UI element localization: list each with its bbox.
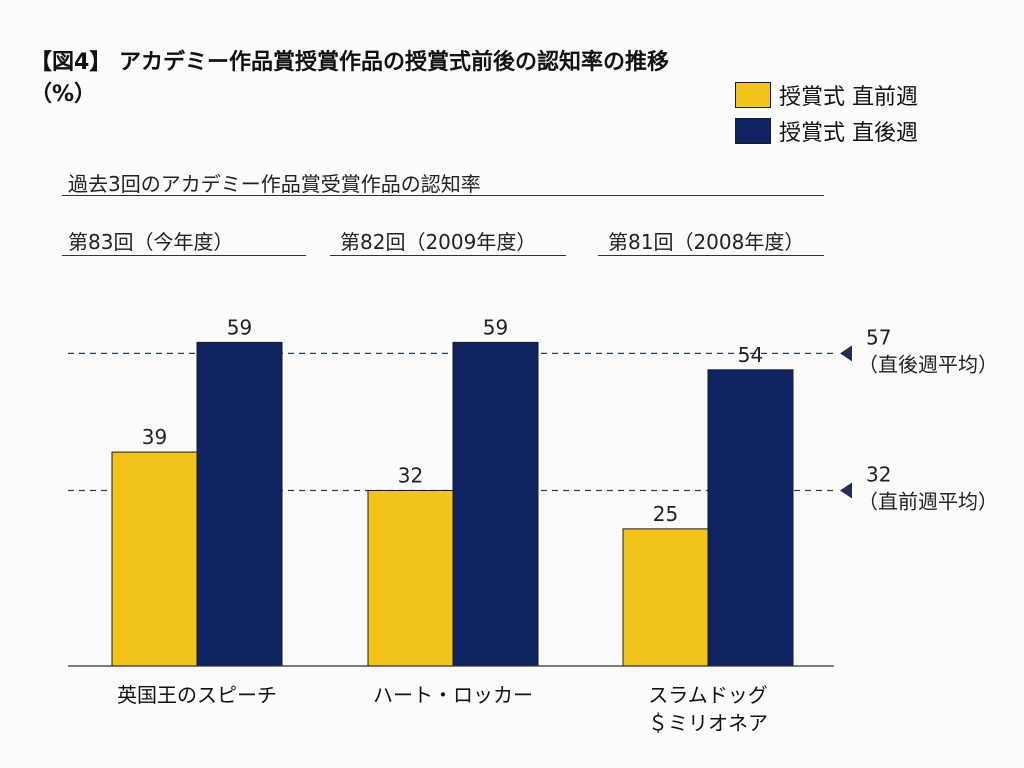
chart-title: 【図4】 アカデミー作品賞授賞作品の授賞式前後の認知率の推移 [30, 50, 669, 75]
chart-subtitle: 過去3回のアカデミー作品賞受賞作品の認知率 [68, 172, 481, 196]
bar-1-2 [707, 369, 794, 667]
data-label-0-2: 25 [653, 502, 678, 526]
reference-marker-0 [840, 345, 852, 362]
edition-label-81: 第81回（2008年度） [608, 230, 805, 254]
data-label-1-0: 59 [227, 315, 252, 339]
legend-swatch-after [735, 118, 771, 144]
category-label-0-0: 英国王のスピーチ [117, 683, 277, 707]
category-label-2-0: スラムドッグ [648, 683, 767, 707]
edition-label-83: 第83回（今年度） [68, 230, 234, 254]
legend-label-before: 授賞式 直前週 [779, 85, 918, 110]
edition-divider-83 [62, 255, 306, 256]
bar-1-0 [196, 341, 283, 667]
reference-label-1: （直前週平均） [858, 489, 998, 513]
category-label-1-0: ハート・ロッカー [373, 683, 533, 707]
subtitle-divider [62, 195, 824, 196]
data-label-0-1: 32 [398, 463, 423, 487]
reference-label-0: （直後週平均） [858, 352, 998, 376]
edition-divider-82 [330, 255, 566, 256]
legend-item-after: 授賞式 直後週 [735, 117, 918, 146]
bar-0-1 [367, 489, 454, 667]
data-label-1-1: 59 [483, 315, 508, 339]
reference-value-0: 57 [866, 325, 891, 349]
bar-0-0 [111, 451, 198, 667]
reference-marker-1 [840, 482, 852, 499]
data-label-1-2: 54 [738, 343, 763, 367]
legend-swatch-before [735, 82, 771, 108]
unit-label: （%） [30, 82, 97, 107]
bar-0-2 [622, 528, 709, 667]
edition-divider-81 [598, 255, 824, 256]
bar-1-1 [452, 341, 539, 667]
reference-value-1: 32 [866, 462, 891, 486]
data-label-0-0: 39 [142, 425, 167, 449]
category-label-2-1: ＄ミリオネア [648, 711, 768, 735]
legend-label-after: 授賞式 直後週 [779, 121, 918, 146]
legend-item-before: 授賞式 直前週 [735, 81, 918, 110]
edition-label-82: 第82回（2009年度） [340, 230, 537, 254]
